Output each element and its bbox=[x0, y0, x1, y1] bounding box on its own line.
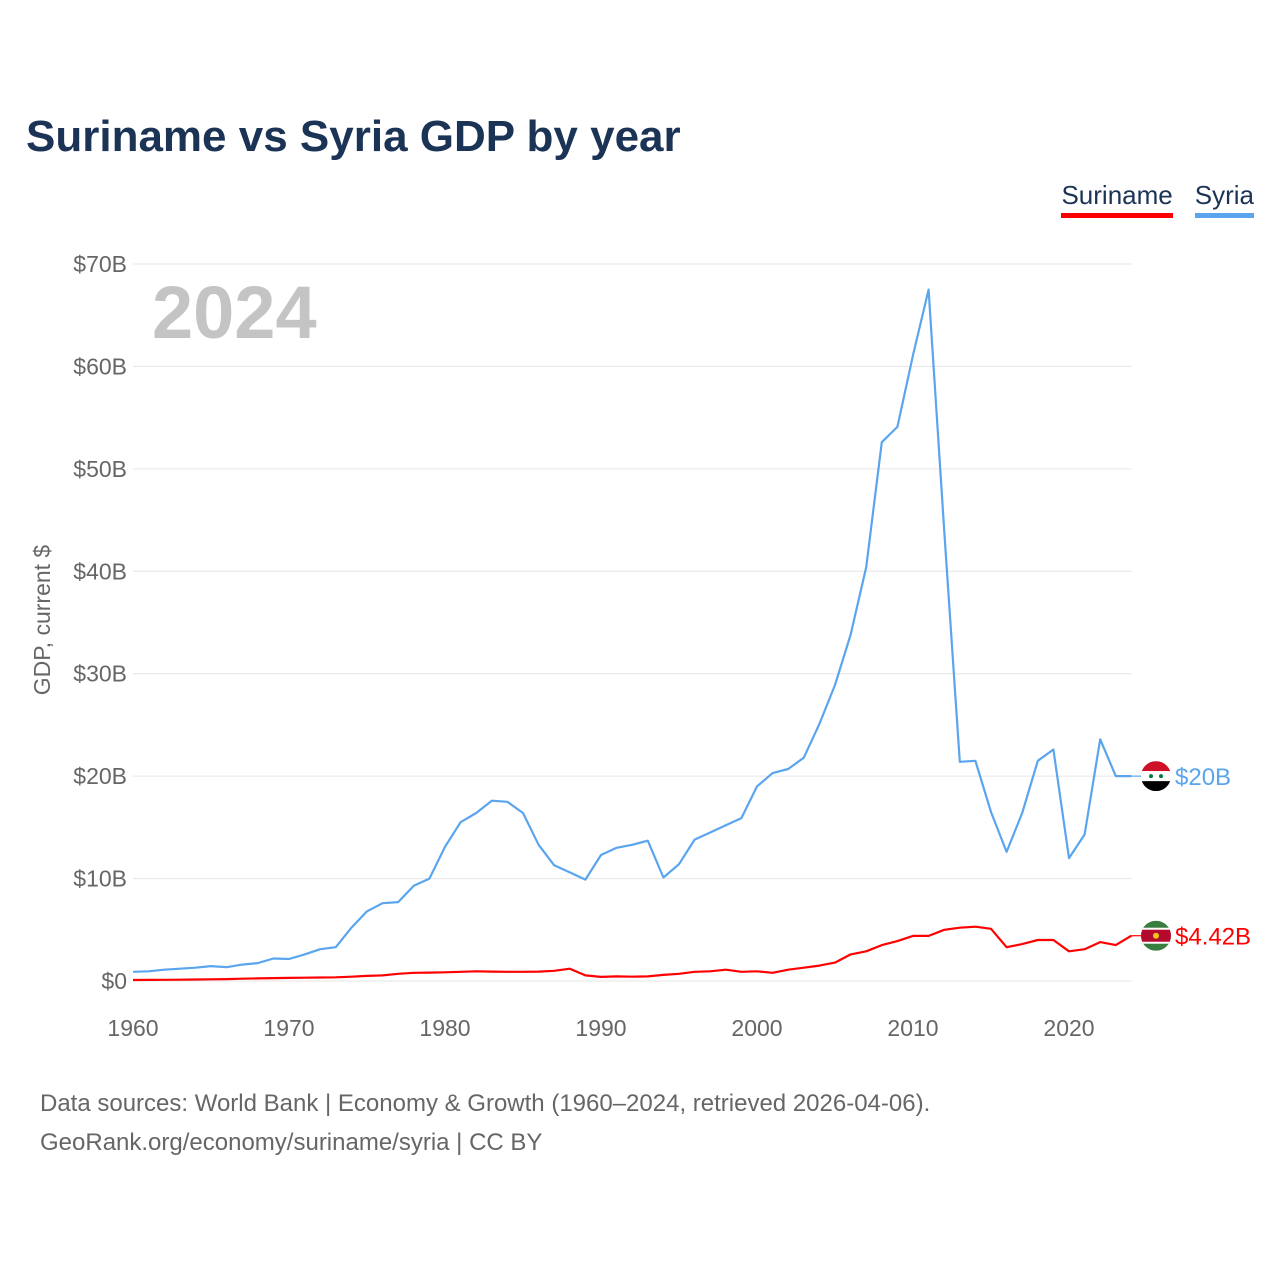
legend: Suriname Syria bbox=[1061, 180, 1254, 218]
x-tick-label: 2020 bbox=[1043, 1015, 1094, 1041]
y-tick-label: $20B bbox=[73, 763, 127, 789]
syria-flag-icon bbox=[1141, 761, 1171, 792]
source-text: Data sources: World Bank | Economy & Gro… bbox=[40, 1090, 931, 1117]
x-tick-label: 2010 bbox=[887, 1015, 938, 1041]
y-tick-label: $30B bbox=[73, 661, 127, 687]
footer: Data sources: World Bank | Economy & Gro… bbox=[40, 1084, 930, 1162]
url-text[interactable]: GeoRank.org/economy/suriname/syria | CC … bbox=[40, 1129, 543, 1156]
x-tick-label: 1990 bbox=[575, 1015, 626, 1041]
y-tick-label: $40B bbox=[73, 558, 127, 584]
x-tick-label: 1970 bbox=[263, 1015, 314, 1041]
x-tick-label: 2000 bbox=[731, 1015, 782, 1041]
y-tick-label: $60B bbox=[73, 353, 127, 379]
end-label-suriname: $4.42B bbox=[1175, 924, 1251, 951]
y-tick-label: $50B bbox=[73, 456, 127, 482]
legend-item-syria[interactable]: Syria bbox=[1194, 180, 1254, 218]
y-tick-label: $10B bbox=[73, 866, 127, 892]
chart-title: Suriname vs Syria GDP by year bbox=[26, 112, 681, 161]
y-tick-label: $0 bbox=[101, 968, 127, 994]
end-label-syria: $20B bbox=[1175, 764, 1231, 791]
series-line-syria bbox=[132, 288, 1132, 973]
year-watermark: 2024 bbox=[152, 271, 317, 354]
x-tick-label: 1960 bbox=[107, 1015, 158, 1041]
x-tick-label: 1980 bbox=[419, 1015, 470, 1041]
y-axis-label: GDP, current $ bbox=[29, 545, 55, 696]
y-tick-label: $70B bbox=[73, 251, 127, 277]
series-line-suriname bbox=[132, 925, 1132, 982]
suriname-flag-icon bbox=[1141, 920, 1171, 951]
legend-item-suriname[interactable]: Suriname bbox=[1061, 180, 1173, 218]
